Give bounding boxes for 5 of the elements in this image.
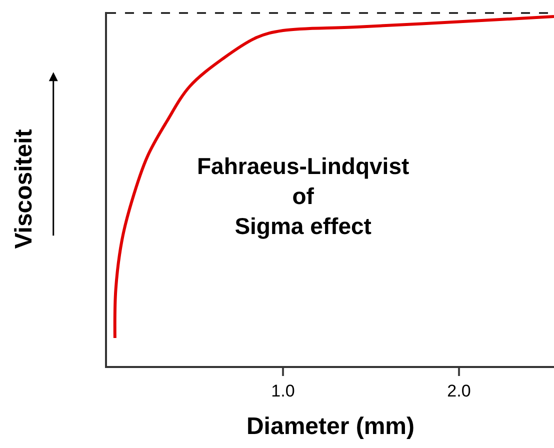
y-axis-title: Viscositeit <box>10 129 38 249</box>
x-tick-label: 2.0 <box>447 381 471 400</box>
x-tick-label: 1.0 <box>271 381 295 400</box>
x-axis-title: Diameter (mm) <box>246 413 415 440</box>
annotation: Fahraeus-Lindqvist of Sigma effect <box>197 153 410 239</box>
